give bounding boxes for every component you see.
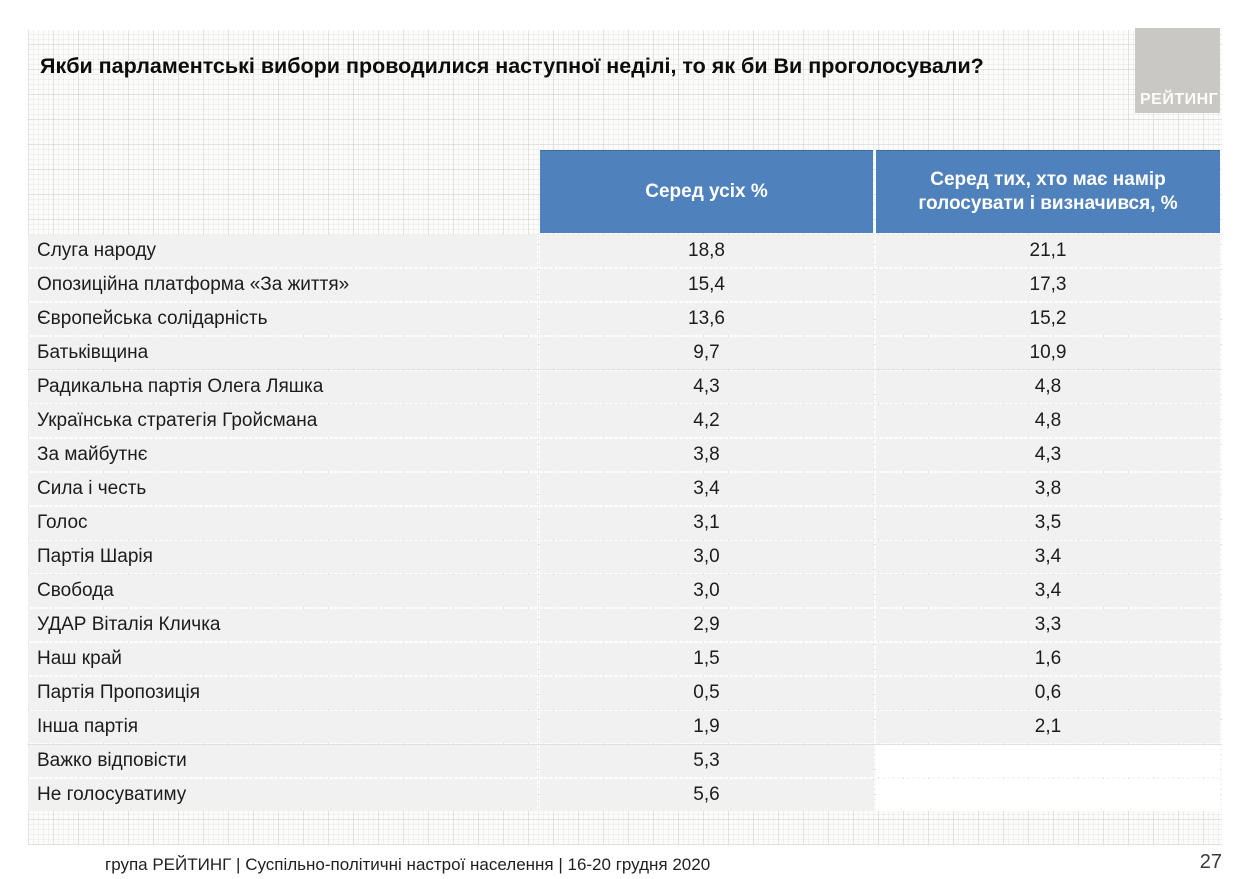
page-number: 27 — [1199, 851, 1222, 873]
footer-source-caption: група РЕЙТИНГ | Суспільно-політичні наст… — [105, 855, 711, 874]
value-among-decided: 3,5 — [876, 507, 1220, 539]
value-among-all: 1,5 — [540, 643, 873, 675]
party-label: Батьківщина — [28, 337, 537, 369]
value-among-all: 3,0 — [540, 575, 873, 607]
value-among-decided: 4,3 — [876, 439, 1220, 471]
value-among-decided: 3,3 — [876, 609, 1220, 641]
value-among-all: 5,3 — [540, 745, 873, 777]
party-label: Опозиційна платформа «За життя» — [28, 269, 537, 301]
table-corner-cell — [28, 150, 537, 233]
party-label: Голос — [28, 507, 537, 539]
column-header-among-decided: Серед тих, хто має намір голосувати і ви… — [876, 150, 1220, 233]
party-label: Слуга народу — [28, 235, 537, 267]
value-among-all: 4,2 — [540, 405, 873, 437]
value-among-decided — [876, 779, 1220, 811]
value-among-all: 1,9 — [540, 711, 873, 743]
party-label: Сила і честь — [28, 473, 537, 505]
value-among-all: 18,8 — [540, 235, 873, 267]
value-among-all: 2,9 — [540, 609, 873, 641]
party-label: Не голосуватиму — [28, 779, 537, 811]
value-among-all: 0,5 — [540, 677, 873, 709]
value-among-all: 3,1 — [540, 507, 873, 539]
party-label: Партія Шарія — [28, 541, 537, 573]
party-label: Наш край — [28, 643, 537, 675]
poll-results-table: Серед усіх % Серед тих, хто має намір го… — [28, 150, 1220, 811]
party-label: Важко відповісти — [28, 745, 537, 777]
slide-title: Якби парламентські вибори проводилися на… — [40, 54, 984, 78]
value-among-decided: 21,1 — [876, 235, 1220, 267]
party-label: Українська стратегія Гройсмана — [28, 405, 537, 437]
party-label: УДАР Віталія Кличка — [28, 609, 537, 641]
value-among-decided: 3,4 — [876, 541, 1220, 573]
value-among-all: 3,0 — [540, 541, 873, 573]
value-among-all: 3,8 — [540, 439, 873, 471]
value-among-decided: 10,9 — [876, 337, 1220, 369]
party-label: Свобода — [28, 575, 537, 607]
value-among-decided: 3,8 — [876, 473, 1220, 505]
party-label: За майбутнє — [28, 439, 537, 471]
column-header-among-all: Серед усіх % — [540, 150, 873, 233]
value-among-all: 9,7 — [540, 337, 873, 369]
value-among-decided: 17,3 — [876, 269, 1220, 301]
value-among-decided: 1,6 — [876, 643, 1220, 675]
value-among-decided: 3,4 — [876, 575, 1220, 607]
value-among-decided: 0,6 — [876, 677, 1220, 709]
value-among-all: 5,6 — [540, 779, 873, 811]
party-label: Партія Пропозиція — [28, 677, 537, 709]
value-among-decided — [876, 745, 1220, 777]
value-among-all: 13,6 — [540, 303, 873, 335]
rating-group-logo: РЕЙТИНГ — [1135, 28, 1220, 113]
party-label: Європейська солідарність — [28, 303, 537, 335]
value-among-decided: 4,8 — [876, 405, 1220, 437]
value-among-all: 15,4 — [540, 269, 873, 301]
rating-logo-text: РЕЙТИНГ — [1140, 91, 1219, 108]
value-among-decided: 2,1 — [876, 711, 1220, 743]
party-label: Інша партія — [28, 711, 537, 743]
value-among-decided: 15,2 — [876, 303, 1220, 335]
value-among-all: 3,4 — [540, 473, 873, 505]
value-among-all: 4,3 — [540, 371, 873, 403]
value-among-decided: 4,8 — [876, 371, 1220, 403]
party-label: Радикальна партія Олега Ляшка — [28, 371, 537, 403]
